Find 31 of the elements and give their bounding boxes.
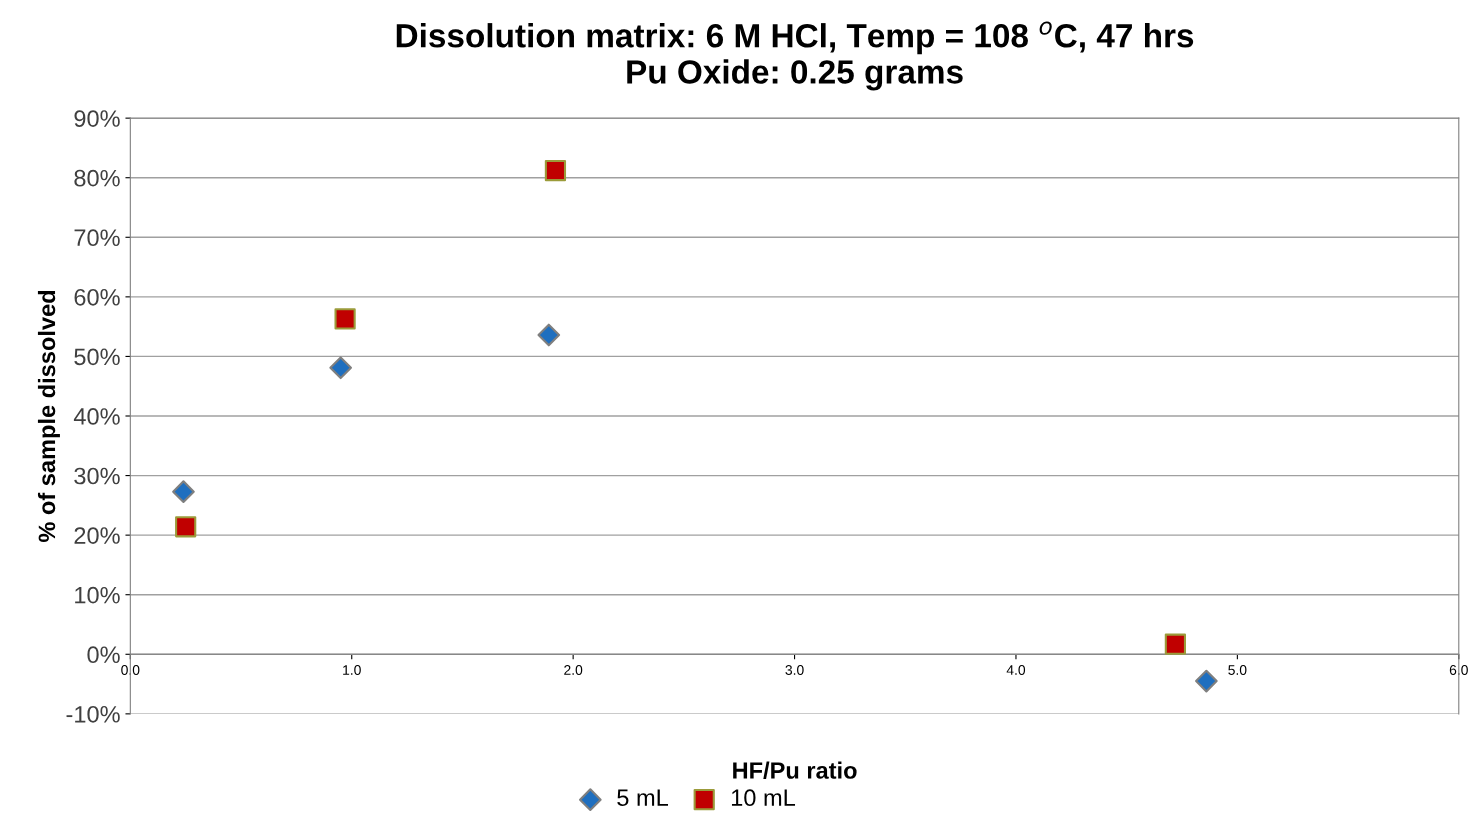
x-tick-label: 4.0 — [1006, 665, 1026, 675]
point — [1164, 633, 1186, 655]
x-tick-label: 0.0 — [121, 665, 140, 675]
y-tick-label: 30% — [74, 467, 120, 485]
x-tick-label: 1.0 — [343, 665, 361, 675]
chart-title: Dissolution matrix: 6 M HCl, Temp = 108 $^{o}$C, 47 hrs Pu Oxide: 0.25 grams — [396, 21, 1194, 91]
y-tick-label: 20% — [74, 527, 120, 544]
point — [329, 356, 353, 380]
y-tick-label: 40% — [73, 408, 120, 425]
x-tick-label: 3.0 — [785, 665, 804, 675]
point — [544, 159, 567, 182]
x-tick-label: 6.0 — [1449, 665, 1468, 675]
y-tick-label: 90% — [74, 110, 120, 127]
y-axis-title: % of sample dissolved — [37, 290, 60, 543]
point — [1195, 669, 1218, 693]
y-tick-label: 50% — [74, 348, 120, 366]
y-tick-label: 0% — [87, 646, 120, 664]
y-tick-label: 70% — [74, 229, 120, 247]
legend-label: 5 mL — [617, 789, 669, 807]
point — [537, 323, 561, 347]
point — [334, 308, 356, 330]
point — [175, 516, 197, 538]
y-tick-label: 80% — [74, 169, 120, 187]
y-tick-label: 10% — [75, 586, 120, 604]
x-tick-label: 5.0 — [1228, 665, 1247, 675]
x-tick-label: 2.0 — [564, 665, 583, 675]
x-axis-title: HF/Pu ratio — [733, 761, 857, 780]
legend-label: 10 mL — [731, 789, 796, 807]
y-tick-label: 60% — [74, 288, 120, 306]
y-tick-label: -10% — [66, 705, 120, 723]
point — [172, 480, 195, 503]
